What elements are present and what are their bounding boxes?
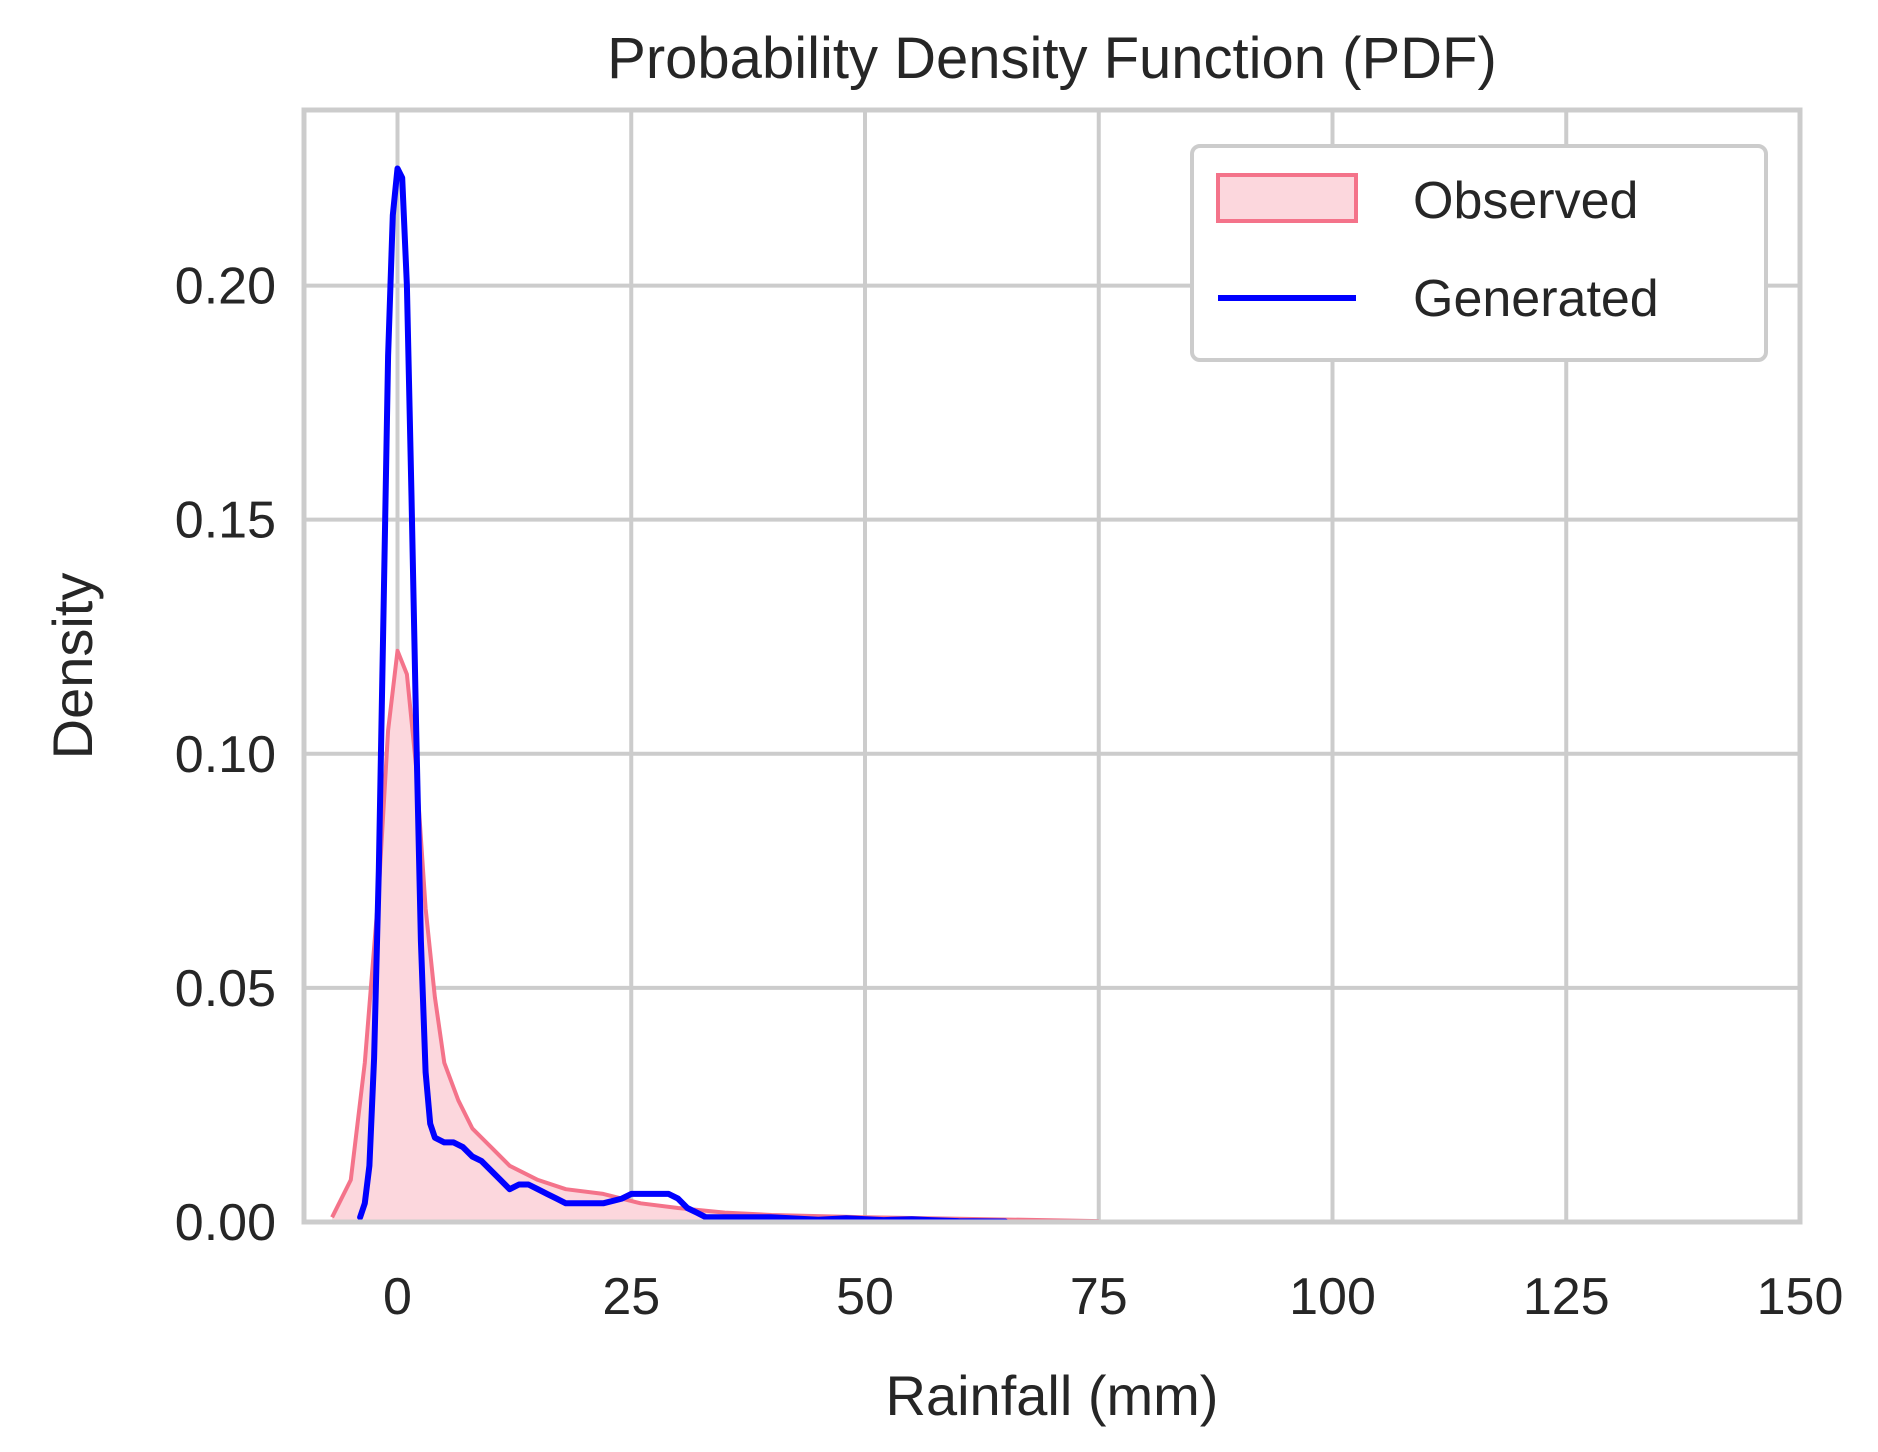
y-axis-title: Density [41,573,104,760]
legend-label-generated: Generated [1413,270,1659,328]
y-tick-label: 0.15 [175,492,276,550]
legend-swatch-observed [1216,173,1358,223]
x-tick-label: 150 [1757,1268,1844,1326]
y-axis-ticks: 0.00 0.05 0.10 0.15 0.20 [175,258,276,1252]
plot-frame [301,107,1803,1225]
legend: Observed Generated [1190,144,1768,362]
series-generated-line [357,165,1009,1225]
chart-title: Probability Density Function (PDF) [607,26,1497,91]
x-axis-title: Rainfall (mm) [886,1364,1219,1427]
x-tick-label: 100 [1289,1268,1376,1326]
x-tick-label: 75 [1070,1268,1128,1326]
y-tick-label: 0.05 [175,960,276,1018]
x-axis-ticks: 0 25 50 75 100 125 150 [383,1268,1843,1326]
series-layer [330,165,1099,1225]
series-observed-area [332,650,1099,1222]
x-tick-label: 0 [383,1268,412,1326]
y-tick-label: 0.10 [175,726,276,784]
x-tick-label: 125 [1523,1268,1610,1326]
y-tick-label: 0.20 [175,258,276,316]
y-tick-label: 0.00 [175,1194,276,1252]
legend-label-observed: Observed [1413,172,1638,230]
x-tick-label: 25 [602,1268,660,1326]
x-tick-label: 50 [836,1268,894,1326]
series-observed-line [330,648,1099,1224]
